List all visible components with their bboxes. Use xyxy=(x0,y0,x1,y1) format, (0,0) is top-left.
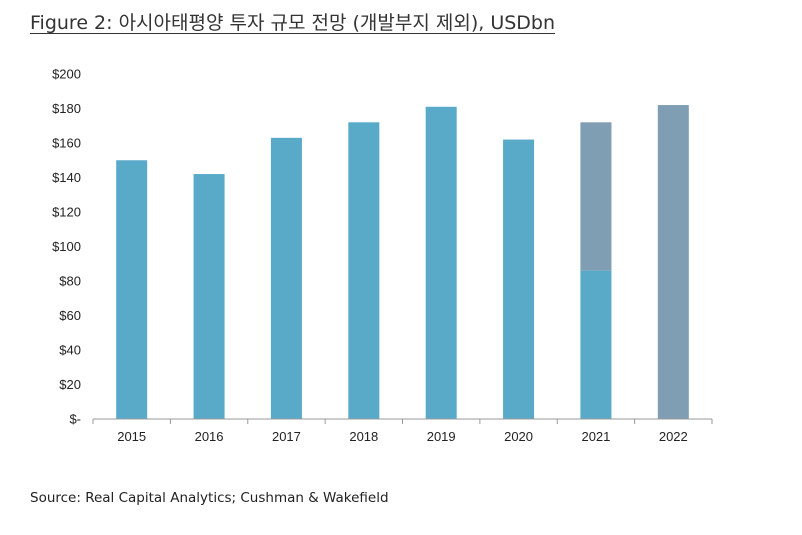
bar-2021-series-1 xyxy=(580,270,612,419)
y-tick-label: $20 xyxy=(59,377,81,392)
x-tick-label: 2015 xyxy=(117,429,146,444)
bar-2016-series-1 xyxy=(193,174,225,419)
bar-2017-series-1 xyxy=(270,137,302,419)
y-tick-label: $140 xyxy=(52,170,81,185)
x-tick-label: 2016 xyxy=(195,429,224,444)
bar-2018-series-1 xyxy=(348,122,380,420)
bars xyxy=(116,105,689,420)
y-axis-ticks: $- $20 $40 $60 $80 $100 $120 $140 $160 $180 $200 xyxy=(52,67,81,427)
bar-2019-series-1 xyxy=(425,106,457,420)
x-tick-label: 2019 xyxy=(427,429,456,444)
bar-2020-series-1 xyxy=(503,139,535,420)
source-note: Source: Real Capital Analytics; Cushman … xyxy=(30,490,389,506)
x-tick-label: 2022 xyxy=(659,429,688,444)
x-axis-ticks: 2015 2016 2017 2018 2019 2020 2021 2022 xyxy=(92,419,713,444)
y-tick-label: $100 xyxy=(52,239,81,254)
y-tick-label: $60 xyxy=(59,308,81,323)
figure-title: Figure 2: 아시아태평양 투자 규모 전망 (개발부지 제외), USD… xyxy=(30,12,556,34)
x-tick-label: 2021 xyxy=(581,429,610,444)
y-tick-label: $180 xyxy=(52,101,81,116)
y-tick-label: $80 xyxy=(59,274,81,289)
x-tick-label: 2017 xyxy=(272,429,301,444)
y-tick-label: $120 xyxy=(52,205,81,220)
y-tick-label: $40 xyxy=(59,343,81,358)
bar-2022-series-2 xyxy=(657,105,689,420)
x-tick-label: 2018 xyxy=(349,429,378,444)
x-tick-label: 2020 xyxy=(504,429,533,444)
y-tick-label: $160 xyxy=(52,136,81,151)
bar-2021-series-2 xyxy=(580,122,612,271)
y-tick-label: $- xyxy=(69,412,81,427)
y-tick-label: $200 xyxy=(52,67,81,82)
bar-2015-series-1 xyxy=(116,160,148,419)
